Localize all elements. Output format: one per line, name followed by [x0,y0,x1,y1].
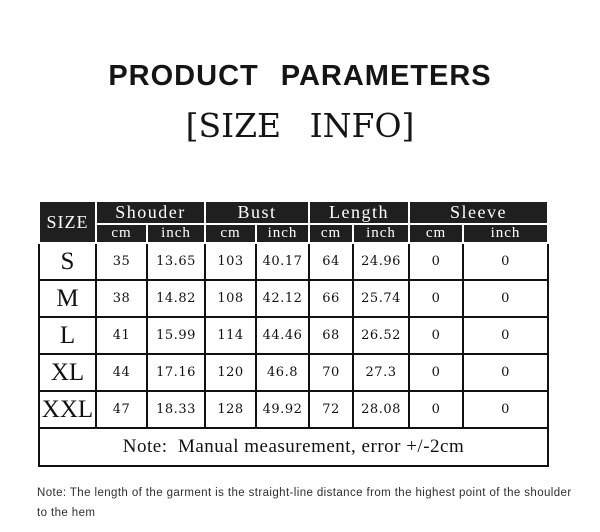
measurement-value: 40.17 [254,242,311,281]
measurement-value: 68 [308,316,355,355]
measurement-value: 0 [408,242,465,281]
unit-header: inch [352,223,411,244]
measurement-value: 44.46 [254,316,311,355]
size-label: L [38,316,97,355]
footnote: Note: The length of the garment is the s… [37,483,582,523]
unit-header: inch [146,223,206,244]
measurement-value: 0 [408,390,465,429]
measurement-value: 46.8 [254,353,311,392]
unit-header: cm [408,223,465,244]
measurement-value: 0 [462,279,550,318]
size-table-body: S 35 13.65 103 40.17 64 24.96 0 0 M 38 1… [37,242,550,467]
unit-header: inch [254,223,311,244]
measurement-value: 0 [408,353,465,392]
column-group-bust: Bust [203,200,311,225]
measurement-value: 0 [408,316,465,355]
measurement-value: 70 [308,353,355,392]
size-table-header: SIZE Shouder Bust Length Sleeve cm inch … [38,200,550,244]
footnote-line: to the hem [37,507,96,519]
measurement-value: 128 [204,390,257,429]
footnote-line: Note: The length of the garment is the s… [37,487,572,499]
measurement-value: 18.33 [146,390,206,429]
size-label: M [38,279,97,318]
unit-header: cm [308,223,355,244]
measurement-value: 38 [95,279,148,318]
unit-header-row: cm inch cm inch cm inch cm inch [39,223,550,244]
table-note: Note: Manual measurement, error +/-2cm [37,427,550,467]
size-label: S [38,242,97,281]
unit-header: inch [462,223,550,244]
measurement-value: 25.74 [352,279,411,318]
size-label: XXL [38,390,97,429]
measurement-value: 17.16 [146,353,206,392]
page-title: PRODUCT PARAMETERS [108,60,492,92]
measurement-value: 26.52 [352,316,411,355]
measurement-value: 108 [204,279,257,318]
table-row-xxl: XXL 47 18.33 128 49.92 72 28.08 0 0 [38,390,550,429]
measurement-value: 41 [95,316,148,355]
measurement-value: 72 [308,390,355,429]
measurement-value: 13.65 [146,242,206,281]
table-row-xl: XL 44 17.16 120 46.8 70 27.3 0 0 [38,353,550,392]
measurement-value: 114 [204,316,257,355]
measurement-value: 0 [462,353,550,392]
measurement-value: 35 [95,242,148,281]
measurement-value: 103 [204,242,257,281]
table-note-row: Note: Manual measurement, error +/-2cm [37,427,550,467]
group-header-row: SIZE Shouder Bust Length Sleeve [38,200,550,244]
unit-header: cm [204,223,257,244]
size-table: SIZE Shouder Bust Length Sleeve cm inch … [37,200,550,467]
column-group-shoulder: Shouder [95,200,206,225]
table-row-l: L 41 15.99 114 44.46 68 26.52 0 0 [38,316,550,355]
measurement-value: 0 [462,242,550,281]
unit-header: cm [95,223,148,244]
measurement-value: 44 [95,353,148,392]
table-row-m: M 38 14.82 108 42.12 66 25.74 0 0 [38,279,550,318]
measurement-value: 66 [308,279,355,318]
measurement-value: 14.82 [146,279,206,318]
measurement-value: 27.3 [352,353,411,392]
measurement-value: 49.92 [254,390,311,429]
measurement-value: 47 [95,390,148,429]
measurement-value: 64 [308,242,355,281]
measurement-value: 0 [408,279,465,318]
page-subtitle: [SIZE INFO] [185,106,415,145]
table-row-s: S 35 13.65 103 40.17 64 24.96 0 0 [38,242,550,281]
measurement-value: 42.12 [254,279,311,318]
size-label: XL [38,353,97,392]
measurement-value: 0 [462,390,550,429]
size-column-header: SIZE [38,200,97,244]
column-group-sleeve: Sleeve [408,200,550,225]
measurement-value: 24.96 [352,242,411,281]
measurement-value: 0 [462,316,550,355]
column-group-length: Length [308,200,411,225]
measurement-value: 28.08 [352,390,411,429]
measurement-value: 120 [204,353,257,392]
measurement-value: 15.99 [146,316,206,355]
